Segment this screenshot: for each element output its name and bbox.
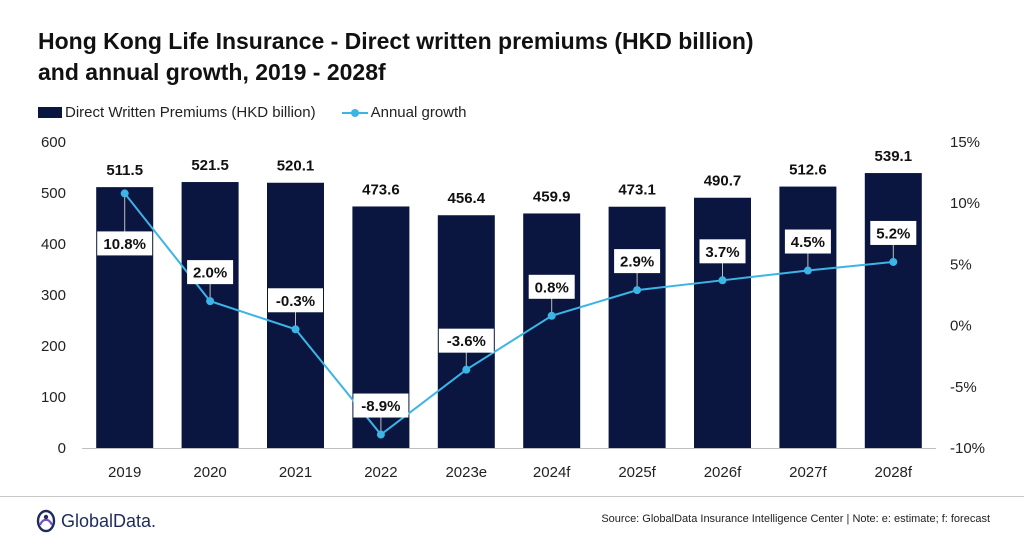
y-left-tick-label: 100 [41,389,66,406]
growth-point [462,365,471,374]
growth-label-box [528,274,575,299]
growth-label-box [784,229,831,254]
bar-value-label: 473.6 [362,181,400,198]
growth-label-box [438,328,494,353]
growth-point [889,257,898,266]
y-left-tick-label: 400 [41,236,66,253]
x-tick-label: 2028f [875,464,913,481]
growth-point [547,311,556,320]
growth-label-box [353,393,409,418]
x-tick-label: 2027f [789,464,827,481]
chart-legend: Direct Written Premiums (HKD billion) An… [38,103,467,121]
growth-value-label: 2.9% [620,254,654,271]
bar-value-label: 456.4 [448,190,486,207]
globaldata-logo-icon [36,509,56,533]
footer-divider [0,496,1024,497]
bar-value-label: 511.5 [106,162,143,179]
chart-title: Hong Kong Life Insurance - Direct writte… [38,26,938,88]
x-tick-label: 2023e [445,464,487,481]
bar-value-label: 539.1 [875,148,913,165]
growth-label-box [97,231,153,256]
bar [181,182,239,448]
combo-chart: 0 100 200 300 400 500 600 -10% -5% 0% 5% 10% 15% 511.… [41,134,985,481]
chart-title-line-1: Hong Kong Life Insurance - Direct writte… [38,28,754,54]
y-left-tick-label: 200 [41,338,66,355]
y-right-tick-label: 0% [950,318,972,335]
bar-value-label: 459.9 [533,188,571,205]
growth-point [206,297,215,306]
growth-label-box [870,220,917,245]
x-tick-label: 2024f [533,464,571,481]
x-tick-label: 2021 [279,464,312,481]
legend-bar-label: Direct Written Premiums (HKD billion) [65,103,316,121]
growth-value-label: -0.3% [276,293,315,310]
bar [694,197,751,448]
bar-value-label: 473.1 [618,182,656,199]
x-tick-label: 2019 [108,464,141,481]
bar-value-label: 512.6 [789,162,827,179]
y-right-tick-label: 10% [950,195,980,212]
legend-line-swatch [341,107,368,118]
growth-value-label: 0.8% [535,279,569,296]
growth-point [120,189,129,198]
y-right-tick-label: -10% [950,440,985,457]
bar-value-label: 490.7 [704,173,742,190]
growth-point [718,276,727,285]
x-tick-label: 2022 [364,464,397,481]
growth-value-label: -8.9% [361,398,400,415]
growth-label-box [614,249,661,274]
growth-point [291,325,300,334]
globaldata-logo: GlobalData. [35,508,156,534]
chart-title-line-2: and annual growth, 2019 - 2028f [38,59,386,85]
bar [523,213,581,448]
legend-line-label: Annual growth [370,103,467,121]
growth-point [803,266,812,275]
x-tick-label: 2025f [618,464,656,481]
growth-value-label: 10.8% [103,236,146,253]
y-left-tick-label: 500 [41,185,66,202]
growth-value-label: 2.0% [193,265,227,282]
x-tick-label: 2026f [704,464,742,481]
growth-label-box [187,260,234,285]
growth-label-box [268,288,323,313]
bar [779,186,837,448]
growth-value-label: 4.5% [791,234,825,251]
growth-point [633,286,642,295]
bar-value-label: 521.5 [191,157,229,174]
y-left-tick-label: 600 [41,134,66,151]
y-right-tick-label: 15% [950,134,980,151]
y-right-tick-label: 5% [950,256,972,273]
source-note: Source: GlobalData Insurance Intelligenc… [601,513,990,525]
growth-label-box [699,239,746,264]
y-left-tick-label: 300 [41,287,66,304]
bar [608,206,666,448]
growth-line [123,192,894,436]
bar-value-label: 520.1 [277,158,315,175]
legend-bar-swatch [38,106,62,118]
growth-point [376,430,385,439]
bar [864,173,922,448]
growth-value-label: -3.6% [447,333,486,350]
y-left-tick-label: 0 [58,440,66,457]
x-tick-label: 2020 [193,464,226,481]
growth-value-label: 5.2% [876,225,910,242]
y-right-tick-label: -5% [950,379,977,396]
growth-value-label: 3.7% [705,244,739,261]
logo-text: GlobalData. [61,510,157,531]
